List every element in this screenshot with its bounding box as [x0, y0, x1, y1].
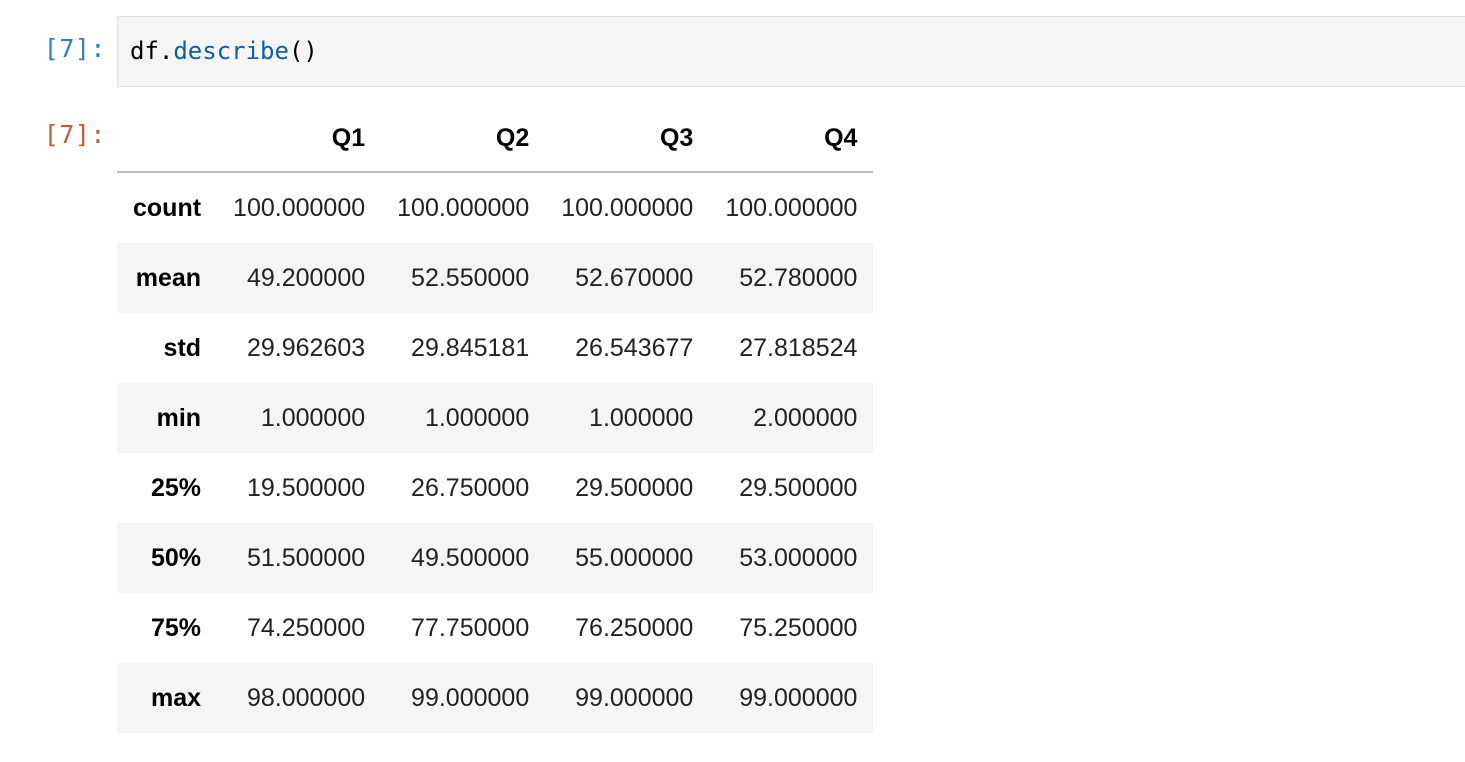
table-cell: 52.550000	[411, 263, 530, 292]
row-label: max	[151, 683, 202, 712]
table-cell: 55.000000	[575, 543, 694, 572]
table-cell: 75.250000	[739, 613, 858, 642]
row-label: 75%	[151, 613, 202, 642]
code-object: df.	[130, 37, 174, 65]
table-cell: 74.250000	[246, 613, 366, 642]
table-row: max 98.000000 99.000000 99.000000 99.000…	[117, 663, 874, 733]
code-parens: ()	[288, 37, 318, 65]
table-cell: 1.000000	[589, 403, 694, 432]
table-cell: 26.750000	[411, 473, 530, 502]
table-cell: 99.000000	[575, 683, 694, 712]
table-cell: 100.000000	[233, 193, 366, 222]
table-cell: 2.000000	[753, 403, 858, 432]
table-cell: 29.500000	[739, 473, 858, 502]
table-cell: 52.780000	[739, 263, 858, 292]
row-label: std	[163, 333, 202, 362]
table-cell: 99.000000	[411, 683, 530, 712]
table-cell: 100.000000	[397, 193, 530, 222]
table-row: count 100.000000 100.000000 100.000000 1…	[117, 172, 873, 243]
table-cell: 99.000000	[739, 683, 858, 712]
table-cell: 52.670000	[575, 263, 694, 292]
table-cell: 77.750000	[411, 613, 530, 642]
table-cell: 76.250000	[575, 613, 694, 642]
table-cell: 29.962603	[246, 333, 366, 362]
table-cell: 26.543677	[575, 333, 694, 362]
row-label: 50%	[151, 543, 202, 572]
table-row: 50% 51.500000 49.500000 55.000000 53.000…	[117, 523, 874, 593]
table-cell: 51.500000	[246, 543, 366, 572]
table-row: mean 49.200000 52.550000 52.670000 52.78…	[117, 243, 874, 313]
table-header-row: Q1 Q2 Q3 Q4	[117, 105, 874, 173]
row-label: 25%	[151, 473, 202, 502]
row-label: count	[133, 193, 202, 222]
table-cell: 1.000000	[260, 403, 366, 432]
table-cell: 29.845181	[411, 333, 530, 362]
table-cell: 29.500000	[575, 473, 694, 502]
code-line: df.describe()	[130, 37, 318, 65]
table-cell: 1.000000	[424, 403, 530, 432]
index-header-cell	[117, 105, 218, 173]
table-cell: 19.500000	[246, 473, 366, 502]
describe-output-table: Q1 Q2 Q3 Q4 count 100.000000 100.000000 …	[117, 105, 874, 733]
output-prompt: [7]:	[43, 120, 106, 149]
table-cell: 100.000000	[725, 193, 858, 222]
table-row: 75% 74.250000 77.750000 76.250000 75.250…	[117, 593, 873, 663]
column-header-q4: Q4	[709, 105, 874, 173]
table-cell: 49.500000	[411, 543, 530, 572]
column-header-q2: Q2	[381, 105, 546, 173]
code-method: describe	[173, 37, 289, 65]
code-input-area[interactable]: df.describe()	[117, 16, 1465, 87]
table-cell: 100.000000	[561, 193, 694, 222]
table-cell: 53.000000	[739, 543, 858, 572]
column-header-q3: Q3	[545, 105, 710, 173]
input-prompt: [7]:	[43, 34, 106, 63]
table-row: min 1.000000 1.000000 1.000000 2.000000	[117, 383, 874, 453]
table-row: std 29.962603 29.845181 26.543677 27.818…	[117, 313, 873, 383]
table-row: 25% 19.500000 26.750000 29.500000 29.500…	[117, 453, 873, 523]
column-header-q1: Q1	[217, 105, 382, 173]
table-cell: 27.818524	[739, 333, 858, 362]
table-cell: 98.000000	[246, 683, 366, 712]
table-cell: 49.200000	[246, 263, 366, 292]
row-label: min	[156, 403, 202, 432]
row-label: mean	[135, 263, 202, 292]
